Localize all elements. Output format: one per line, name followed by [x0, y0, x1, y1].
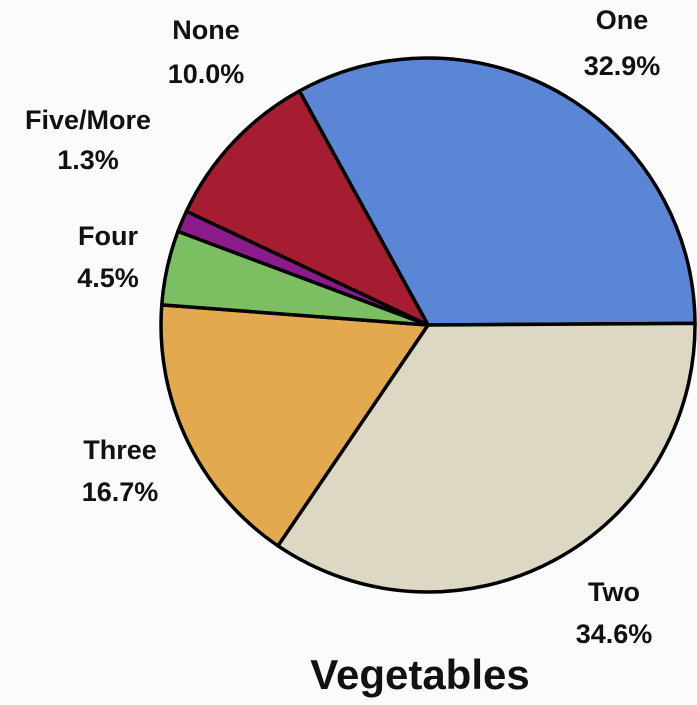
pie-slice [159, 303, 430, 548]
slice-label: None [172, 15, 240, 45]
slice-value-label: 1.3% [57, 145, 119, 175]
slice-value-label: 32.9% [584, 51, 661, 81]
pie-slice [276, 321, 697, 594]
slice-value-label: 16.7% [82, 477, 159, 507]
slice-label: Two [588, 577, 640, 607]
slice-label: Three [83, 435, 157, 465]
chart-title: Vegetables [310, 651, 529, 698]
slice-label: Five/More [25, 105, 151, 135]
slice-label: One [596, 5, 649, 35]
slice-value-label: 34.6% [576, 619, 653, 649]
slice-value-label: 4.5% [77, 263, 139, 293]
slice-label: Four [78, 221, 138, 251]
pie-slice [297, 56, 697, 327]
slice-value-label: 10.0% [168, 59, 245, 89]
pie-slice [184, 89, 430, 327]
